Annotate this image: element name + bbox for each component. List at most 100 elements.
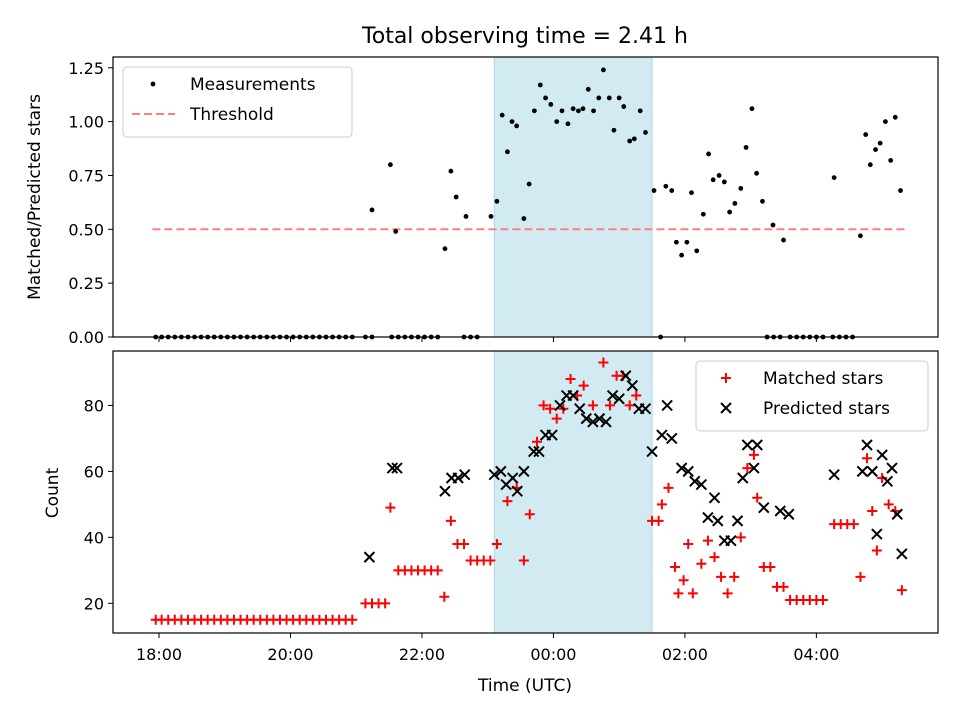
data-point [448,168,454,174]
x-tick-label: 18:00 [136,645,182,664]
top-y-axis-label: Matched/Predicted stars [25,94,45,300]
y-tick-label: 0.00 [68,328,104,347]
data-point [624,400,635,411]
data-point [876,449,888,461]
data-point [675,462,688,474]
data-point [848,519,859,530]
data-point [729,571,740,582]
data-point [712,515,724,527]
data-point [591,108,596,114]
chart-title: Total observing time = 2.41 h [361,24,688,49]
data-point [687,588,698,599]
data-point [574,403,586,415]
data-point [673,239,679,245]
x-tick-label: 20:00 [267,645,313,664]
data-point [616,95,622,101]
legend: Matched stars Predicted stars [695,360,929,432]
data-point [585,86,591,92]
data-point [651,188,657,193]
data-point [743,145,749,150]
series-measurements [153,67,903,340]
observing-span [493,350,653,634]
data-point [877,140,883,146]
data-point [817,595,828,606]
data-point [653,515,664,526]
legend-box [122,66,353,138]
data-point [643,129,648,135]
data-point [452,472,464,484]
data-point [606,389,619,402]
data-point [710,177,716,183]
data-point [385,502,396,513]
data-point [587,416,599,428]
data-point [600,416,612,428]
data-point [347,614,358,625]
y-tick-label: 0.50 [68,220,104,239]
data-point [748,449,759,460]
data-point [888,157,894,163]
data-point [867,505,878,516]
x-tick-label: 22:00 [399,645,445,664]
legend-swatch [150,81,156,87]
data-point [532,436,543,447]
data-point [891,508,903,520]
data-point [867,162,873,168]
data-point [679,252,685,258]
data-point [453,194,459,200]
data-point [873,147,878,153]
data-point [683,538,694,549]
data-point [663,183,669,189]
data-point [695,478,708,491]
data-point [896,548,908,560]
data-point [565,374,576,385]
data-point [765,562,776,573]
data-point [663,482,674,493]
data-point [670,562,681,573]
data-point [596,95,602,101]
data-point [518,555,529,566]
data-point [391,462,403,474]
data-point [738,185,744,191]
data-point [593,412,606,425]
data-point [526,181,532,187]
y-tick-label: 0.25 [68,274,104,293]
y-tick-label: 40 [84,528,104,547]
data-point [696,558,707,569]
bottom-y-axis-label: Count [43,467,63,518]
legend-label: Matched stars [763,369,883,389]
data-point [432,565,443,576]
data-point [494,198,500,204]
data-point [604,400,615,411]
data-point [661,399,673,412]
data-point [554,119,560,125]
data-point [606,95,612,101]
data-point [883,499,894,510]
data-point [511,485,523,497]
data-point [886,462,898,474]
data-point [439,485,451,497]
data-point [700,211,706,217]
axes-frame [112,56,939,338]
data-point [458,468,471,481]
data-point [543,95,548,101]
data-point [748,462,760,474]
data-point [369,207,375,213]
data-point [716,173,722,178]
data-point [627,138,633,144]
data-point [862,453,873,464]
data-point [626,379,639,392]
data-point [631,136,637,142]
data-point [666,432,678,445]
data-point [892,114,898,120]
data-point [778,581,789,592]
data-point [689,475,701,487]
data-point [694,248,700,254]
series-predicted-stars [363,370,908,563]
data-point [380,598,391,609]
data-point [506,472,519,484]
legend-label: Measurements [190,75,316,95]
data-point [881,475,894,487]
data-point [742,463,753,474]
legend-swatch [721,373,731,383]
axes-frame [112,350,939,634]
